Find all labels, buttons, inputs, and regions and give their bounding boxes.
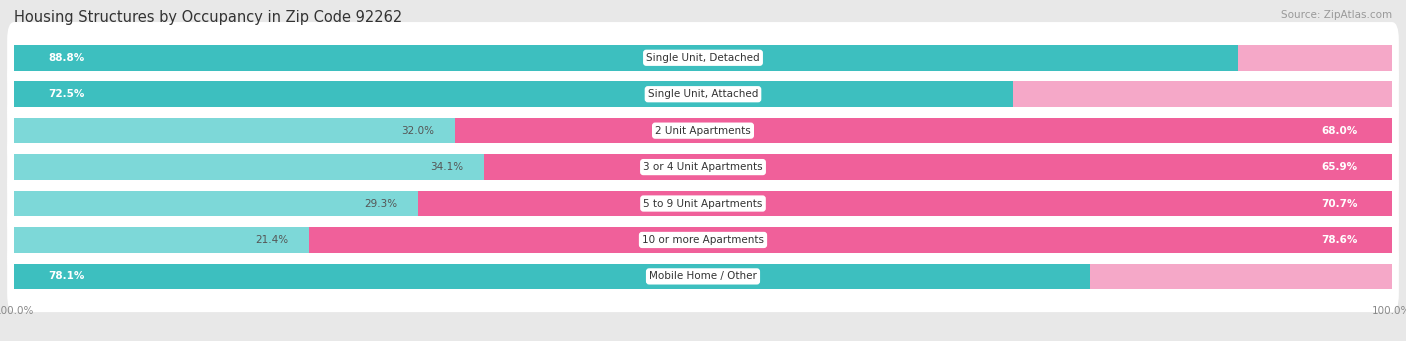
Bar [14, 154, 484, 180]
Text: 78.6%: 78.6% [1322, 235, 1358, 245]
Text: Single Unit, Detached: Single Unit, Detached [647, 53, 759, 63]
Bar [14, 264, 1090, 289]
Text: Mobile Home / Other: Mobile Home / Other [650, 271, 756, 281]
Text: 10 or more Apartments: 10 or more Apartments [643, 235, 763, 245]
Text: 21.4%: 21.4% [254, 235, 288, 245]
Bar [14, 45, 1237, 71]
Text: 72.5%: 72.5% [48, 89, 84, 99]
Text: 88.8%: 88.8% [48, 53, 84, 63]
Bar [14, 191, 418, 216]
Text: Single Unit, Attached: Single Unit, Attached [648, 89, 758, 99]
Text: Housing Structures by Occupancy in Zip Code 92262: Housing Structures by Occupancy in Zip C… [14, 10, 402, 25]
Text: 5 to 9 Unit Apartments: 5 to 9 Unit Apartments [644, 198, 762, 209]
Text: 29.3%: 29.3% [364, 198, 396, 209]
Bar [1014, 81, 1392, 107]
Text: 68.0%: 68.0% [1322, 125, 1358, 136]
FancyBboxPatch shape [7, 241, 1399, 312]
Bar [309, 227, 1392, 253]
FancyBboxPatch shape [7, 59, 1399, 130]
Text: 78.1%: 78.1% [48, 271, 84, 281]
Bar [418, 191, 1392, 216]
Text: 32.0%: 32.0% [401, 125, 434, 136]
Bar [484, 154, 1392, 180]
Bar [14, 118, 456, 144]
FancyBboxPatch shape [7, 204, 1399, 276]
Text: Source: ZipAtlas.com: Source: ZipAtlas.com [1281, 10, 1392, 20]
Text: 34.1%: 34.1% [430, 162, 463, 172]
Bar [1237, 45, 1392, 71]
Bar [14, 81, 1014, 107]
Text: 70.7%: 70.7% [1322, 198, 1358, 209]
FancyBboxPatch shape [7, 95, 1399, 166]
FancyBboxPatch shape [7, 131, 1399, 203]
Bar [1090, 264, 1392, 289]
Text: 3 or 4 Unit Apartments: 3 or 4 Unit Apartments [643, 162, 763, 172]
Bar [456, 118, 1392, 144]
Text: 65.9%: 65.9% [1322, 162, 1358, 172]
FancyBboxPatch shape [7, 22, 1399, 93]
Text: 2 Unit Apartments: 2 Unit Apartments [655, 125, 751, 136]
FancyBboxPatch shape [7, 168, 1399, 239]
Bar [14, 227, 309, 253]
